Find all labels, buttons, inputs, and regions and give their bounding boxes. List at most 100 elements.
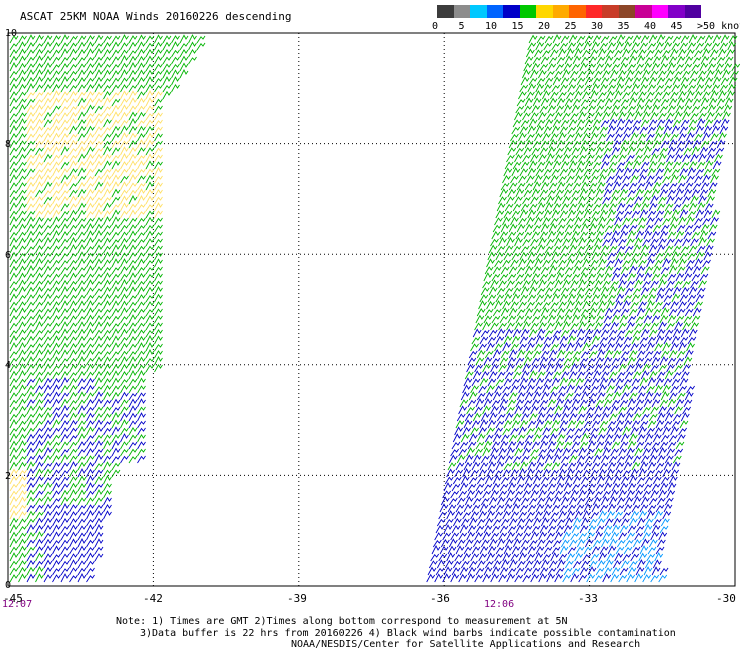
wind-barb [111,216,121,226]
wind-barb [154,140,163,149]
wind-barb [515,188,525,198]
wind-barb [86,307,95,317]
wind-barb [467,357,477,366]
wind-barb [43,384,53,394]
wind-barb [137,301,146,310]
wind-barb [670,258,679,268]
wind-barb [556,266,566,275]
wind-barb [516,140,526,149]
wind-barb [35,69,44,79]
wind-barb [18,62,27,72]
note-line: NOAA/NESDIS/Center for Satellite Applica… [291,639,641,650]
wind-barb [579,441,589,450]
wind-barb [586,154,595,163]
wind-barb [69,524,78,534]
wind-barb [584,245,594,254]
wind-barb [103,321,112,331]
wind-barb [137,322,146,331]
wind-barb [69,329,78,338]
wind-barb [616,371,626,380]
wind-barb [584,412,594,422]
wind-barb [683,231,693,240]
wind-barb [154,301,163,310]
wind-barb [9,147,19,156]
wind-barb [52,377,61,387]
wind-barb [630,553,640,562]
wind-barb [720,118,730,128]
wind-barb [708,97,718,107]
wind-barb [86,314,95,324]
wind-barb [120,252,129,261]
wind-barb [69,90,78,100]
wind-barb [26,350,36,359]
wind-barb [639,168,649,177]
wind-barb [518,384,527,394]
wind-barb [35,483,44,492]
wind-barb [679,420,689,429]
wind-barb [550,511,560,520]
wind-barb [111,224,121,233]
wind-barb [642,447,652,457]
wind-barb [531,231,541,240]
wind-barb [512,497,522,506]
wind-barb [9,454,19,464]
wind-barb [94,56,104,65]
wind-barb [111,266,121,275]
wind-barb [137,329,146,338]
wind-barb [514,405,523,415]
wind-barb [18,223,27,233]
wind-barb [9,447,19,457]
wind-barb [35,377,44,387]
wind-barb [111,426,121,436]
wind-barb [615,378,625,387]
wind-barb [35,251,44,261]
wind-barb [536,202,546,212]
wind-barb [60,174,70,184]
wind-barb [519,209,529,219]
colorbar-swatch [519,5,536,18]
wind-barb [145,322,155,331]
wind-barb [594,531,604,541]
wind-barb [145,139,155,149]
wind-barb [43,301,53,310]
wind-barb [128,420,138,429]
wind-barb [43,510,53,520]
wind-barb [639,377,649,387]
wind-barb [618,154,627,163]
wind-barb [664,329,674,338]
wind-barb [452,476,462,485]
wind-barb [592,161,602,170]
wind-barb [635,399,645,408]
wind-barb [539,315,549,324]
wind-barb [94,469,104,478]
wind-barb [698,237,707,247]
wind-barb [544,371,554,380]
wind-barb [638,216,647,226]
wind-barb [683,399,693,408]
wind-barb [654,49,663,58]
wind-barb [604,307,614,317]
wind-barb [69,111,78,121]
wind-barb [556,349,566,359]
wind-barb [572,307,582,317]
wind-barb [508,139,518,149]
wind-barb [137,119,146,128]
wind-barb [26,280,36,289]
wind-barb [77,537,87,548]
wind-barb [642,238,651,247]
wind-barb [154,308,163,317]
wind-barb [575,126,585,135]
wind-barb [574,132,583,142]
wind-barb [52,286,61,296]
wind-barb [486,510,496,520]
wind-barb [540,517,550,527]
wind-barb [551,293,561,303]
wind-barb [531,147,541,156]
wind-barb [584,118,594,128]
wind-barb [60,238,70,247]
wind-barb [26,301,36,310]
wind-barb [35,118,44,128]
wind-barb [594,196,603,205]
wind-barb [69,217,78,226]
